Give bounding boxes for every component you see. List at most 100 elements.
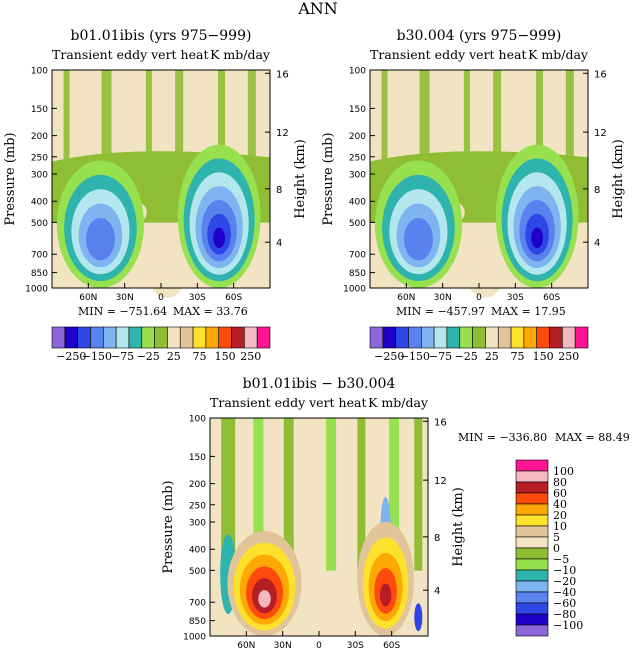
colorbar-swatch — [515, 602, 549, 615]
x-tick-label: 60S — [543, 293, 560, 303]
y-tick-label: 250 — [31, 153, 48, 163]
colorbar-label: 40 — [553, 498, 567, 511]
y-tick-label: 100 — [349, 67, 366, 77]
max-label: MAX = 88.49 — [555, 431, 630, 444]
streak-0 — [493, 70, 502, 190]
streak-1 — [463, 70, 470, 190]
colorbar-label: 0 — [553, 542, 560, 555]
colorbar-swatch — [90, 326, 104, 349]
colorbar-label: −60 — [553, 597, 576, 610]
diff-streak-3 — [326, 418, 337, 571]
y-tick-label: 300 — [189, 519, 206, 529]
colorbar-swatch — [510, 326, 525, 349]
colorbar-swatch — [218, 326, 232, 349]
y-tick-label: 1000 — [343, 285, 366, 295]
streak-3 — [63, 70, 70, 190]
streak-5 — [565, 70, 574, 190]
panel-subtitle-right: K mb/day — [528, 47, 589, 62]
contour-panel-2: b30.004 (yrs 975−999) Transient eddy vert… — [321, 28, 626, 318]
y-tick-label: 700 — [31, 251, 48, 261]
max-label: MAX = 17.95 — [491, 305, 566, 318]
colorbar-swatch — [167, 326, 181, 349]
y-right-tick-label: 4 — [276, 238, 282, 249]
panel-subtitle-left: Transient eddy vert heat — [52, 47, 208, 62]
colorbar-1: −250−150−75 −25 25 75 150 250 — [51, 326, 271, 363]
y-tick-label: 500 — [31, 219, 48, 229]
colorbar-swatch — [497, 326, 512, 349]
colorbar-swatch — [446, 326, 461, 349]
y-tick-label: 700 — [189, 599, 206, 609]
y-tick-label: 100 — [31, 67, 48, 77]
diff-sh-plume-ring-4 — [379, 583, 392, 607]
colorbar-swatch — [244, 326, 258, 349]
y-tick-label: 300 — [31, 171, 48, 181]
y-tick-label: 200 — [349, 132, 366, 142]
streak-0 — [175, 70, 184, 190]
panel-subtitle-right: K mb/day — [368, 395, 429, 410]
colorbar-swatch — [515, 503, 549, 516]
y-right-tick-label: 4 — [594, 238, 600, 249]
colorbar-label: 75 — [510, 350, 524, 363]
contour-panel-1: b01.01ibis (yrs 975−999) Transient eddy v… — [3, 28, 308, 318]
y-tick-label: 400 — [349, 198, 366, 208]
colorbar-label: −100 — [553, 619, 583, 632]
y-tick-label: 700 — [349, 251, 366, 261]
y-tick-label: 400 — [189, 546, 206, 556]
colorbar-label: 60 — [553, 487, 567, 500]
colorbar-swatch — [115, 326, 130, 349]
y-right-tick-label: 16 — [276, 69, 289, 80]
colorbar-label: 250 — [558, 350, 579, 363]
x-tick-label: 0 — [476, 293, 482, 303]
y-right-tick-label: 16 — [594, 69, 607, 80]
colorbar-label: −150 — [82, 350, 112, 363]
colorbar-label: −75 — [429, 350, 452, 363]
diff-streak-5 — [389, 418, 400, 571]
colorbar-swatch — [205, 326, 220, 349]
max-label: MAX = 33.76 — [173, 305, 248, 318]
y-tick-label: 500 — [189, 567, 206, 577]
colorbar-swatch — [515, 481, 549, 494]
y-right-tick-label: 8 — [434, 533, 440, 544]
y-right-tick-label: 8 — [594, 185, 600, 196]
eq-low-patch — [149, 253, 186, 298]
colorbar-swatch — [515, 536, 549, 549]
colorbar-swatch — [549, 326, 563, 349]
colorbar-label: −80 — [553, 608, 576, 621]
x-tick-label: 30S — [347, 641, 364, 651]
y-tick-label: 300 — [349, 171, 366, 181]
panel-subtitle-right: K mb/day — [210, 47, 271, 62]
colorbar-label: 100 — [553, 465, 574, 478]
colorbar-label: −150 — [400, 350, 430, 363]
colorbar-swatch — [382, 326, 396, 349]
colorbar-label: −250 — [56, 350, 86, 363]
colorbar-swatch — [179, 326, 194, 349]
diff-streak-1 — [253, 418, 264, 571]
x-tick-label: 60N — [237, 641, 255, 651]
colorbar-swatch — [77, 326, 91, 349]
colorbar-swatch — [231, 326, 245, 349]
y-right-axis-label: Height (km) — [451, 487, 466, 567]
colorbar-label: 5 — [553, 531, 560, 544]
colorbar-label: 250 — [240, 350, 261, 363]
y-tick-label: 850 — [349, 269, 366, 279]
streak-5 — [247, 70, 256, 190]
streak-2 — [101, 70, 112, 190]
y-tick-label: 150 — [349, 105, 366, 115]
colorbar-label: 25 — [485, 350, 499, 363]
y-axis-label: Pressure (mb) — [161, 480, 176, 573]
colorbar-swatch — [515, 558, 549, 571]
colorbar-swatch — [515, 459, 549, 472]
y-tick-label: 850 — [31, 269, 48, 279]
colorbar-swatch — [515, 514, 549, 527]
y-axis-label: Pressure (mb) — [3, 132, 18, 225]
colorbar-label: 20 — [553, 509, 567, 522]
y-right-tick-label: 12 — [434, 476, 447, 487]
colorbar-2: −250−150−75 −25 25 75 150 250 — [369, 326, 589, 363]
colorbar-swatch — [51, 326, 66, 349]
nh-storm-track-ring-5 — [93, 232, 108, 254]
colorbar-swatch — [154, 326, 168, 349]
panel-title: b01.01ibis (yrs 975−999) — [71, 28, 252, 44]
y-tick-label: 150 — [189, 453, 206, 463]
